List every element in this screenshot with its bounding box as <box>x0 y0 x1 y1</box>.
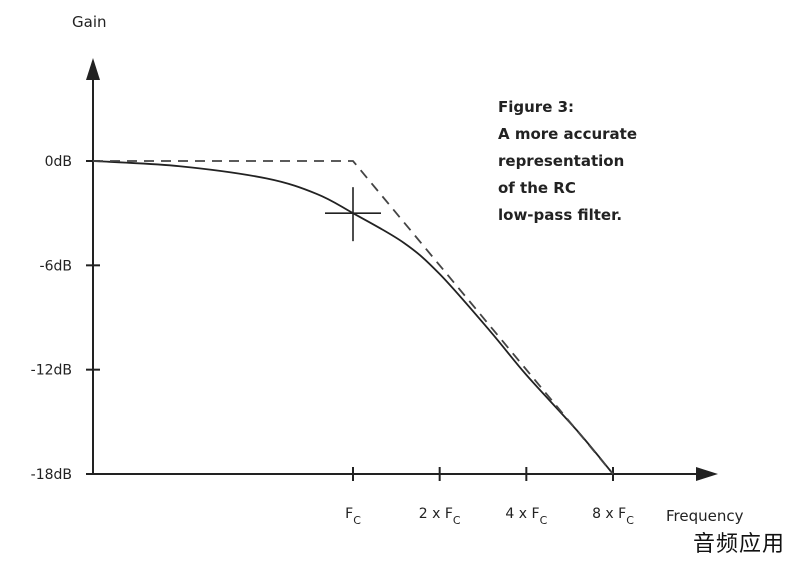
y-tick-label: 0dB <box>45 154 72 170</box>
caption-line-5: low-pass filter. <box>498 206 622 224</box>
y-axis-title: Gain <box>72 13 107 31</box>
series-layer <box>92 160 614 475</box>
caption: Figure 3: A more accurate representation… <box>498 98 637 224</box>
caption-line-3: representation <box>498 152 624 170</box>
x-axis-arrow <box>696 467 718 481</box>
caption-line-2: A more accurate <box>498 125 637 143</box>
caption-line-4: of the RC <box>498 179 576 197</box>
x-tick-label: 2 x FC <box>419 506 461 527</box>
marker-layer <box>325 187 381 242</box>
x-axis-title: Frequency <box>666 507 744 525</box>
x-axis <box>93 467 718 481</box>
series-asymptote <box>93 160 614 475</box>
y-axis-arrow <box>86 58 100 80</box>
caption-line-1: Figure 3: <box>498 98 574 116</box>
x-tick-label: 4 x FC <box>505 506 547 527</box>
y-tick-label: -6dB <box>40 258 72 274</box>
x-tick-label: 8 x FC <box>592 506 634 527</box>
x-tick-label: FC <box>345 506 361 527</box>
y-tick-label: -12dB <box>31 363 72 379</box>
x-ticks: FC 2 x FC 4 x FC 8 x FC <box>345 467 634 527</box>
y-ticks: 0dB -6dB -12dB -18dB <box>31 154 100 483</box>
y-tick-label: -18dB <box>31 467 72 483</box>
series-actual-response <box>92 160 614 475</box>
watermark: 音频应用 <box>692 532 785 557</box>
y-axis <box>86 58 100 474</box>
